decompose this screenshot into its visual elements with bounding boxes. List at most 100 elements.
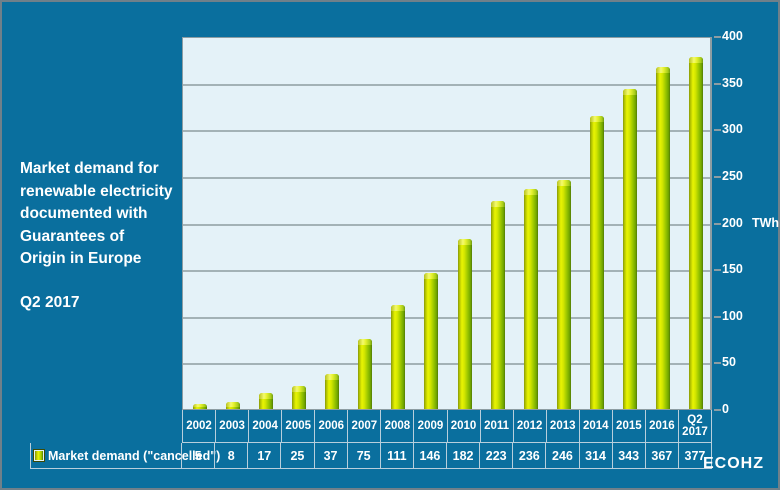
x-axis-year-row: 2002 2003 2004 2005 2006 2007 2008 2009 2010 2011… xyxy=(182,410,712,443)
data-table-row: Market demand ("cancelled") 5 8 17 25 37 75 11… xyxy=(30,443,712,469)
bar-q2-2017 xyxy=(689,57,703,409)
year-cell-2008: 2008 xyxy=(381,410,415,443)
year-cell-2011: 2011 xyxy=(480,410,514,443)
y-label-0: 0 xyxy=(722,402,729,416)
bar-2012 xyxy=(524,189,538,409)
bar-top-highlight xyxy=(226,402,240,407)
bar-2007 xyxy=(358,339,372,409)
year-cell-2003: 2003 xyxy=(216,410,250,443)
year-cell-2006: 2006 xyxy=(315,410,349,443)
year-cell-2014: 2014 xyxy=(579,410,613,443)
y-label-200: 200 xyxy=(722,215,743,230)
bar-2004 xyxy=(259,393,273,409)
y-tick-400 xyxy=(714,36,721,38)
value-cell-2003: 8 xyxy=(215,443,249,469)
year-cell-2013: 2013 xyxy=(546,410,580,443)
y-label-150: 150 xyxy=(722,262,743,277)
bar-2009 xyxy=(424,273,438,409)
y-tick-50 xyxy=(714,362,721,365)
bar-top-highlight xyxy=(391,305,405,311)
plot-area xyxy=(182,37,712,410)
bar-top-highlight xyxy=(689,57,703,63)
legend-label: Market demand ("cancelled") xyxy=(48,448,221,463)
bar-top-highlight xyxy=(623,89,637,95)
value-cell-2013: 246 xyxy=(546,443,580,469)
y-label-400: 400 xyxy=(722,29,743,43)
gridline-50 xyxy=(183,363,710,366)
bar-top-highlight xyxy=(259,393,273,399)
bar-top-highlight xyxy=(424,273,438,279)
y-label-100: 100 xyxy=(722,308,743,323)
gridline-350 xyxy=(183,83,710,86)
year-cell-2007: 2007 xyxy=(348,410,382,443)
value-cell-2012: 236 xyxy=(513,443,547,469)
y-tick-0 xyxy=(714,409,721,411)
value-cell-2006: 37 xyxy=(314,443,348,469)
bar-top-highlight xyxy=(358,339,372,345)
y-tick-150 xyxy=(714,269,721,272)
value-cell-2007: 75 xyxy=(347,443,381,469)
year-cell-2002: 2002 xyxy=(182,410,217,443)
bar-2011 xyxy=(491,201,505,409)
bar-top-highlight xyxy=(193,404,207,407)
bar-top-highlight xyxy=(292,386,306,392)
year-cell-2010: 2010 xyxy=(447,410,481,443)
bar-top-highlight xyxy=(656,67,670,73)
bar-top-highlight xyxy=(491,201,505,207)
value-cell-2016: 367 xyxy=(645,443,679,469)
y-tick-350 xyxy=(714,82,721,85)
bar-top-highlight xyxy=(325,374,339,380)
gridline-100 xyxy=(183,316,710,319)
value-cell-2005: 25 xyxy=(281,443,315,469)
chart-period: Q2 2017 xyxy=(20,294,80,311)
y-tick-250 xyxy=(714,175,721,178)
y-label-250: 250 xyxy=(722,168,743,183)
y-label-350: 350 xyxy=(722,75,743,90)
value-cell-2008: 111 xyxy=(380,443,414,469)
chart-title: Market demand for renewable electricity … xyxy=(20,160,173,267)
gridline-200 xyxy=(183,223,710,226)
bar-2014 xyxy=(590,116,604,409)
year-cell-2015: 2015 xyxy=(612,410,646,443)
gridline-150 xyxy=(183,270,710,273)
value-cell-2015: 343 xyxy=(612,443,646,469)
bar-2008 xyxy=(391,305,405,409)
bar-2015 xyxy=(623,89,637,409)
bar-top-highlight xyxy=(590,116,604,122)
y-tick-300 xyxy=(714,129,721,132)
legend-bar-swatch-icon xyxy=(33,449,45,462)
bar-2013 xyxy=(557,180,571,409)
ecohz-logo: ECOHZ xyxy=(703,455,764,472)
y-tick-200 xyxy=(714,222,721,225)
bar-2003 xyxy=(226,402,240,409)
value-cell-2010: 182 xyxy=(447,443,481,469)
value-cell-2004: 17 xyxy=(248,443,282,469)
value-cell-q2-2017: 377 xyxy=(678,443,712,469)
bar-2006 xyxy=(325,374,339,409)
bar-top-highlight xyxy=(458,239,472,245)
value-cell-2009: 146 xyxy=(413,443,447,469)
y-label-300: 300 xyxy=(722,122,743,137)
y-label-50: 50 xyxy=(722,355,736,370)
bar-2005 xyxy=(292,386,306,409)
value-cell-2011: 223 xyxy=(480,443,514,469)
y-tick-100 xyxy=(714,315,721,318)
value-cell-2014: 314 xyxy=(579,443,613,469)
y-axis-unit: TWh xyxy=(752,215,780,230)
year-cell-2012: 2012 xyxy=(513,410,547,443)
bar-top-highlight xyxy=(557,180,571,186)
year-cell-2004: 2004 xyxy=(249,410,283,443)
bar-2010 xyxy=(458,239,472,409)
bar-2002 xyxy=(193,404,207,409)
bar-top-highlight xyxy=(524,189,538,195)
bar-2016 xyxy=(656,67,670,409)
legend-cell: Market demand ("cancelled") xyxy=(30,443,220,469)
year-cell-2005: 2005 xyxy=(282,410,316,443)
gridline-250 xyxy=(183,176,710,179)
value-cell-2002: 5 xyxy=(182,443,216,469)
gridline-300 xyxy=(183,130,710,133)
year-cell-2016: 2016 xyxy=(645,410,679,443)
year-cell-2009: 2009 xyxy=(414,410,448,443)
year-cell-q2-2017: Q2 2017 xyxy=(678,410,712,443)
